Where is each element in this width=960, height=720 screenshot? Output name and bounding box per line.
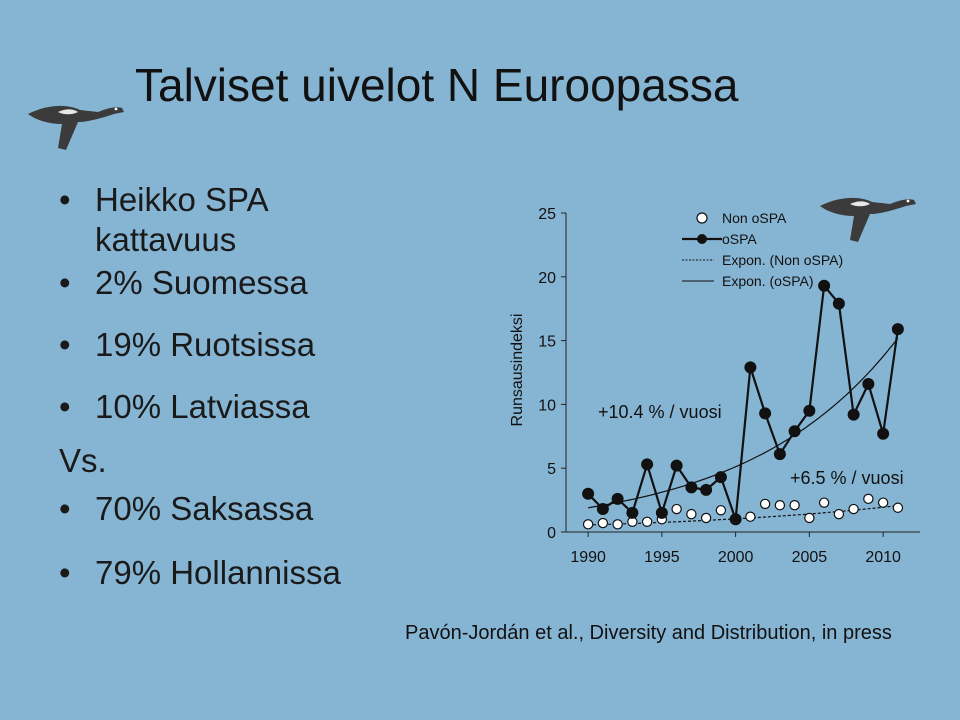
x-tick-label: 1990 (570, 549, 606, 566)
data-point-non-ospa (877, 497, 889, 508)
bullet-latvia: 10% Latviassa (55, 387, 341, 449)
data-point-ospa (832, 297, 845, 310)
citation: Pavón-Jordán et al., Diversity and Distr… (405, 622, 892, 644)
data-point-ospa (773, 448, 786, 461)
data-point-ospa (670, 459, 683, 472)
data-point-non-ospa (612, 519, 623, 530)
data-point-non-ospa (715, 505, 727, 516)
data-point-non-ospa (759, 498, 771, 510)
data-point-ospa (685, 481, 698, 494)
bullet-finland: 2% Suomessa (55, 263, 341, 325)
y-axis-label: Runsausindeksi (509, 314, 526, 427)
bullet-netherlands: 79% Hollannissa (55, 553, 341, 615)
y-tick-label: 5 (547, 461, 556, 478)
bullet-coverage-line2: kattavuus (95, 221, 237, 259)
y-tick-label: 20 (538, 270, 556, 287)
data-point-ospa (582, 487, 595, 500)
data-point-ospa (891, 323, 904, 336)
data-point-ospa (626, 506, 639, 519)
trend-line-0 (588, 505, 898, 526)
x-tick-label: 2010 (865, 549, 901, 566)
legend-label: Expon. (oSPA) (722, 273, 814, 289)
bullet-coverage: Heikko SPA kattavuus (55, 180, 341, 263)
data-point-non-ospa (818, 497, 830, 508)
data-point-non-ospa (892, 502, 904, 513)
data-point-non-ospa (774, 500, 786, 511)
data-point-ospa (862, 377, 875, 390)
data-point-ospa (759, 407, 772, 420)
bullet-coverage-line1: Heikko SPA (95, 181, 269, 218)
bullet-list: Heikko SPA kattavuus 2% Suomessa 19% Ruo… (55, 180, 341, 615)
bullet-germany: 70% Saksassa (55, 489, 341, 551)
data-point-ospa (729, 513, 742, 526)
legend-label: Expon. (Non oSPA) (722, 252, 843, 268)
series-line-ospa (587, 283, 899, 520)
legend: Non oSPA oSPA Expon. (Non oSPA) Expon. (oSP… (682, 210, 843, 289)
data-point-ospa (847, 408, 860, 421)
legend-label: oSPA (722, 231, 757, 247)
y-tick-label: 0 (547, 525, 556, 542)
data-point-ospa (788, 425, 801, 438)
slide-title: Talviset uivelot N Euroopassa (135, 59, 739, 111)
legend-marker-non-ospa (696, 212, 708, 224)
data-point-non-ospa (582, 519, 594, 530)
data-point-non-ospa (641, 516, 653, 527)
x-tick-label: 1995 (644, 549, 680, 566)
data-point-ospa (655, 506, 668, 519)
data-point-ospa (818, 279, 831, 292)
data-point-ospa (641, 458, 654, 471)
data-point-ospa (700, 483, 713, 496)
data-point-ospa (803, 404, 816, 417)
sub-bullet-list: 70% Saksassa 79% Hollannissa (55, 489, 341, 615)
y-tick-label: 15 (538, 334, 556, 351)
data-point-ospa (596, 503, 609, 516)
smew-duck-icon (820, 197, 916, 242)
data-point-ospa (744, 361, 757, 374)
data-point-non-ospa (863, 493, 874, 505)
data-point-ospa (611, 492, 624, 505)
data-point-ospa (714, 471, 727, 484)
data-point-non-ospa (745, 511, 756, 522)
smew-duck-icon (28, 105, 124, 150)
data-point-non-ospa (789, 500, 800, 511)
data-point-non-ospa (686, 508, 697, 520)
data-point-non-ospa (597, 517, 609, 529)
y-tick-label: 10 (538, 397, 556, 414)
legend-marker-ospa (697, 234, 707, 244)
data-point-ospa (877, 427, 890, 440)
x-tick-label: 2000 (718, 549, 754, 566)
data-point-non-ospa (833, 508, 845, 520)
y-tick-label: 25 (538, 206, 556, 223)
annotation-non-ospa-growth: +6.5 % / vuosi (790, 468, 904, 488)
annotation-ospa-growth: +10.4 % / vuosi (598, 402, 722, 422)
trend-line-1 (587, 337, 899, 509)
legend-label: Non oSPA (722, 210, 787, 226)
x-tick-label: 2005 (792, 549, 828, 566)
data-point-non-ospa (700, 512, 712, 524)
data-point-non-ospa (848, 503, 859, 515)
data-point-non-ospa (671, 503, 682, 515)
plot-area: 0 5 10 15 20 25 1990 1995 2000 2005 2010 (538, 206, 920, 566)
bullet-sweden: 19% Ruotsissa (55, 325, 341, 387)
data-point-non-ospa (804, 512, 815, 524)
